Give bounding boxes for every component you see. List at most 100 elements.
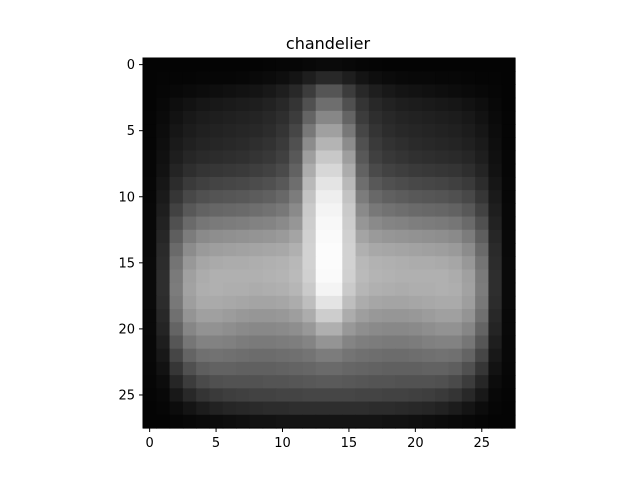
heatmap-cell <box>302 243 317 257</box>
heatmap-cell <box>395 163 410 178</box>
heatmap-cell <box>289 295 304 310</box>
heatmap-cell <box>156 124 171 138</box>
heatmap-cell <box>275 97 290 112</box>
heatmap-cell <box>222 295 237 310</box>
heatmap-cell <box>448 176 463 191</box>
heatmap-cell <box>329 163 343 178</box>
heatmap-cell <box>342 256 357 271</box>
heatmap-cell <box>448 322 463 337</box>
heatmap-cell <box>315 229 330 244</box>
heatmap-cell <box>169 110 184 125</box>
heatmap-cell <box>422 137 436 152</box>
heatmap-cell <box>329 361 343 376</box>
heatmap-cell <box>156 388 171 403</box>
heatmap-cell <box>461 176 476 191</box>
heatmap-cell <box>395 335 410 350</box>
heatmap-cell <box>289 216 304 231</box>
heatmap-cell <box>488 216 503 231</box>
heatmap-cell <box>249 110 264 125</box>
heatmap-cell <box>435 124 450 138</box>
heatmap-cell <box>435 216 450 231</box>
heatmap-cell <box>143 137 157 152</box>
heatmap-cell <box>435 401 450 416</box>
heatmap-cell <box>169 150 184 165</box>
heatmap-cell <box>435 322 450 337</box>
heatmap-cell <box>461 295 476 310</box>
heatmap-cell <box>488 322 503 337</box>
heatmap-cell <box>249 309 264 323</box>
heatmap-cell <box>302 335 317 350</box>
heatmap-cell <box>182 229 197 244</box>
heatmap-cell <box>368 335 383 350</box>
heatmap-cell <box>422 322 436 337</box>
heatmap-cell <box>196 256 211 271</box>
heatmap-cell <box>289 229 304 244</box>
heatmap-cell <box>262 361 277 376</box>
heatmap-cell <box>329 216 343 231</box>
heatmap-cell <box>329 190 343 204</box>
heatmap-cell <box>143 97 157 112</box>
heatmap-cell <box>329 229 343 244</box>
y-axis: 0 5 10 15 20 25 <box>118 58 143 403</box>
x-tick-label: 25 <box>474 436 491 451</box>
heatmap-cell <box>435 176 450 191</box>
heatmap-cell <box>448 84 463 99</box>
heatmap-cell <box>368 269 383 284</box>
heatmap-cell <box>143 414 157 429</box>
heatmap-cell <box>368 295 383 310</box>
heatmap-cell <box>422 269 436 284</box>
heatmap-cell <box>222 388 237 403</box>
heatmap-cell <box>342 84 357 99</box>
heatmap-cell <box>209 401 224 416</box>
heatmap-cell <box>329 309 343 323</box>
heatmap-cell <box>368 176 383 191</box>
heatmap-cell <box>302 203 317 218</box>
heatmap-cell <box>488 414 503 429</box>
heatmap-cell <box>275 309 290 323</box>
heatmap-cell <box>315 190 330 204</box>
heatmap-cell <box>395 203 410 218</box>
heatmap-cell <box>448 282 463 297</box>
heatmap-cell <box>435 203 450 218</box>
heatmap-cell <box>395 401 410 416</box>
heatmap-cell <box>262 295 277 310</box>
x-tick-label: 5 <box>212 436 220 451</box>
heatmap-cell <box>408 309 423 323</box>
heatmap-cell <box>475 176 490 191</box>
heatmap-cell <box>249 401 264 416</box>
heatmap-cell <box>501 97 516 112</box>
heatmap-cell <box>422 375 436 389</box>
heatmap-cell <box>435 309 450 323</box>
heatmap-cell <box>461 229 476 244</box>
heatmap-cell <box>262 71 277 86</box>
heatmap-cell <box>169 229 184 244</box>
heatmap-cell <box>422 282 436 297</box>
heatmap-cell <box>275 269 290 284</box>
heatmap-cell <box>355 203 370 218</box>
heatmap-cell <box>315 348 330 363</box>
heatmap-cell <box>475 401 490 416</box>
heatmap-cell <box>289 335 304 350</box>
heatmap-cell <box>329 388 343 403</box>
heatmap-cell <box>382 71 397 86</box>
heatmap-cell <box>355 243 370 257</box>
heatmap-cell <box>488 163 503 178</box>
heatmap-cell <box>475 388 490 403</box>
heatmap-cell <box>355 97 370 112</box>
heatmap-cell <box>249 414 264 429</box>
heatmap-cell <box>182 71 197 86</box>
heatmap-cell <box>209 176 224 191</box>
heatmap-cell <box>355 137 370 152</box>
heatmap-cell <box>408 282 423 297</box>
heatmap-cell <box>368 229 383 244</box>
heatmap-cell <box>222 163 237 178</box>
heatmap-cell <box>143 58 157 72</box>
heatmap-cell <box>475 414 490 429</box>
heatmap-cell <box>315 203 330 218</box>
heatmap-cell <box>355 269 370 284</box>
heatmap-cell <box>236 309 250 323</box>
heatmap-cell <box>422 256 436 271</box>
heatmap-cell <box>249 163 264 178</box>
heatmap-cell <box>249 97 264 112</box>
heatmap-cell <box>448 361 463 376</box>
